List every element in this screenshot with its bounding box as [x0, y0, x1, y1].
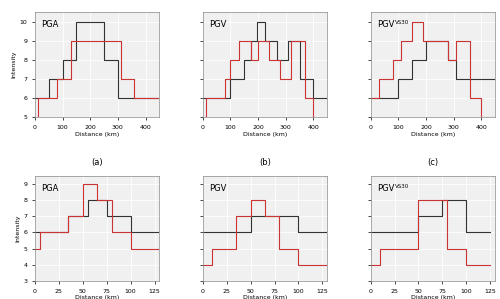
Text: VS30: VS30 [395, 20, 409, 25]
Text: PGV: PGV [209, 20, 226, 29]
Y-axis label: Intensity: Intensity [12, 51, 17, 78]
X-axis label: Distance (km): Distance (km) [243, 132, 287, 137]
Text: PGA: PGA [41, 20, 58, 29]
X-axis label: Distance (km): Distance (km) [410, 132, 455, 137]
X-axis label: Distance (km): Distance (km) [75, 295, 120, 299]
Text: PGV: PGV [377, 184, 394, 193]
X-axis label: Distance (km): Distance (km) [410, 295, 455, 299]
Text: VS30: VS30 [395, 184, 409, 189]
Text: PGV: PGV [209, 184, 226, 193]
Text: (a): (a) [92, 158, 103, 167]
Text: PGA: PGA [41, 184, 58, 193]
Text: (b): (b) [259, 158, 271, 167]
Y-axis label: Intensity: Intensity [16, 215, 20, 242]
Text: (c): (c) [428, 158, 438, 167]
X-axis label: Distance (km): Distance (km) [75, 132, 120, 137]
Text: PGV: PGV [377, 20, 394, 29]
X-axis label: Distance (km): Distance (km) [243, 295, 287, 299]
